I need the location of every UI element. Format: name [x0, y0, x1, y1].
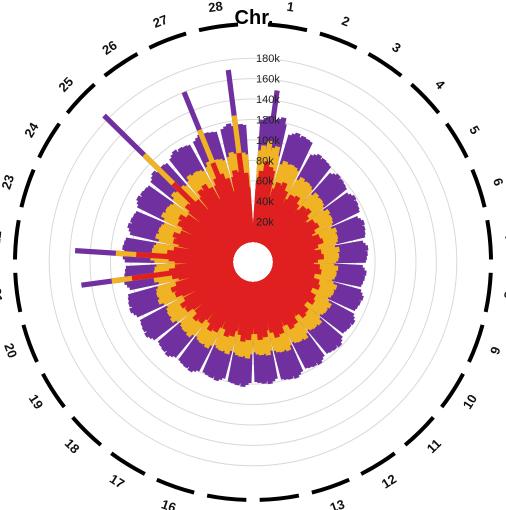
chromosome-arc	[311, 477, 350, 495]
radial-tick-label: 40k	[256, 196, 274, 208]
chromosome-label: 27	[151, 12, 170, 31]
chromosome-label: 28	[207, 0, 224, 15]
chromosome-arc	[470, 168, 487, 208]
chromosome-arc	[440, 372, 465, 409]
chromosome-arc	[360, 451, 396, 476]
chromosome-label: 4	[432, 77, 448, 93]
chromosome-arc	[71, 416, 103, 447]
radial-tick-label: 160k	[256, 74, 280, 86]
chromosome-label: 23	[0, 173, 17, 191]
radial-tick-label: 140k	[256, 94, 280, 106]
chromosome-label: 21	[0, 287, 5, 303]
chromosome-arc	[259, 493, 300, 502]
grid-ring-180k	[48, 57, 458, 467]
chromosome-label: 6	[490, 176, 506, 188]
chromosome-arc	[21, 324, 39, 363]
chromosome-arc	[319, 31, 358, 50]
radial-tick-label: 60k	[256, 176, 274, 188]
chart-title: Chr.	[235, 7, 274, 29]
chromosome-arc	[65, 82, 96, 115]
chromosome-label: 24	[21, 119, 42, 140]
radial-tick-labels: 20k 40k 60k 80k 100k 120k 140k 160k 180k	[256, 53, 280, 228]
chromosome-label: 19	[26, 392, 46, 412]
radial-tick-label: 180k	[256, 53, 280, 65]
chromosome-arc	[37, 122, 61, 159]
chromosome-arc	[41, 372, 66, 409]
grid-ring-140k	[89, 98, 417, 426]
chromosome-label: 5	[466, 123, 483, 137]
radial-tick-label: 80k	[256, 155, 274, 167]
chromosome-arc	[13, 219, 21, 260]
chromosome-arc	[483, 272, 493, 313]
chromosome-arc	[13, 272, 23, 313]
chromosome-label: 22	[0, 230, 4, 246]
chromosome-arc	[410, 82, 441, 115]
chromosome-label: 3	[389, 39, 403, 55]
chromosome-label: 1	[286, 0, 295, 15]
radial-tick-label: 100k	[256, 135, 280, 147]
bar-red	[245, 186, 255, 243]
bars-layer	[74, 69, 369, 387]
chromosome-label: 8	[501, 290, 506, 299]
series-red	[131, 152, 325, 342]
chromosome-arc	[267, 22, 308, 33]
chromosome-arc	[206, 493, 247, 502]
chromosome-arc	[445, 122, 469, 159]
chromosome-label: 13	[328, 496, 347, 510]
chromosome-label: 17	[107, 471, 127, 491]
chromosome-arc	[198, 22, 239, 33]
chromosome-label: 10	[460, 392, 480, 412]
chromosome-label: 16	[159, 496, 178, 510]
chromosome-label: 26	[99, 37, 119, 58]
chromosome-label: 18	[62, 436, 83, 457]
radial-tick-label: 20k	[256, 217, 274, 229]
chromosome-arc	[110, 451, 146, 476]
radial-tick-label: 120k	[256, 115, 280, 127]
chromosome-label: 25	[55, 74, 76, 95]
chromosome-arc	[467, 324, 485, 363]
chromosome-arc	[403, 416, 435, 447]
chromosome-arc	[367, 52, 403, 78]
chromosome-arc	[19, 168, 36, 208]
grid-ring-120k	[109, 118, 397, 406]
grid-ring-160k	[69, 78, 437, 446]
chromosome-arc	[485, 219, 493, 260]
chromosome-label: 20	[1, 341, 20, 360]
chromosome-label: 7	[502, 234, 506, 243]
chromosome-label: 2	[340, 13, 352, 30]
chromosome-label: 11	[424, 436, 444, 456]
chromosome-arc	[156, 477, 195, 495]
chromosome-label: 12	[379, 471, 399, 491]
chromosome-arc	[148, 31, 187, 50]
chromosome-label: 9	[487, 345, 504, 357]
chromosome-arc	[103, 52, 139, 78]
